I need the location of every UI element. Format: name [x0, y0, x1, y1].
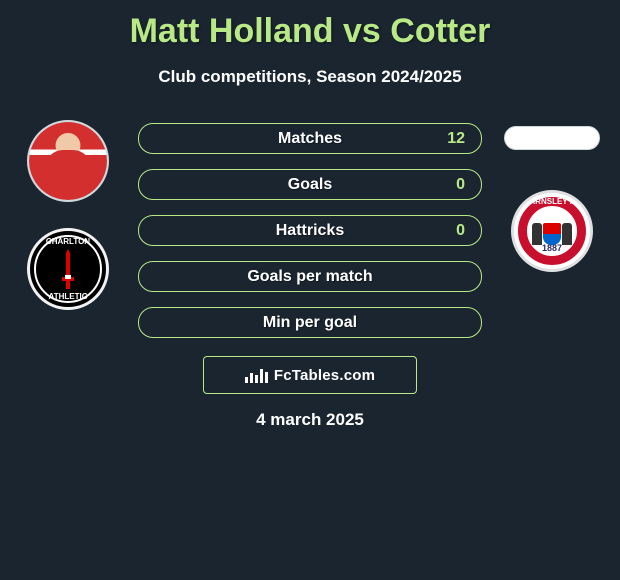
stat-label: Goals — [288, 176, 332, 194]
player-left-club-badge: CHARLTON ATHLETIC — [27, 228, 109, 310]
stat-row-min-per-goal: Min per goal — [138, 307, 482, 338]
stat-row-goals: Goals 0 — [138, 169, 482, 200]
player-right-photo — [504, 126, 600, 150]
player-left-photo — [27, 120, 109, 202]
brand-text: FcTables.com — [274, 367, 375, 384]
sword-icon — [56, 247, 80, 291]
stat-label: Hattricks — [276, 222, 344, 240]
stat-label: Min per goal — [263, 314, 357, 332]
stat-right-value: 12 — [447, 130, 465, 148]
stats-list: Matches 12 Goals 0 Hattricks 0 Goals per… — [138, 123, 482, 338]
stat-label: Matches — [278, 130, 342, 148]
player-left-photo-placeholder — [29, 122, 107, 200]
barnsley-crest-icon — [532, 215, 572, 245]
right-player-column: BARNSLEY FC 1887 — [492, 120, 612, 272]
brand-box[interactable]: FcTables.com — [203, 356, 417, 394]
page-title: Matt Holland vs Cotter — [0, 0, 620, 51]
subtitle: Club competitions, Season 2024/2025 — [0, 67, 620, 87]
stat-right-value: 0 — [456, 176, 465, 194]
stat-row-matches: Matches 12 — [138, 123, 482, 154]
stat-label: Goals per match — [247, 268, 372, 286]
stat-row-goals-per-match: Goals per match — [138, 261, 482, 292]
player-right-club-badge: BARNSLEY FC 1887 — [511, 190, 593, 272]
date-text: 4 march 2025 — [0, 410, 620, 430]
charlton-badge-text-bottom: ATHLETIC — [49, 292, 88, 301]
stat-row-hattricks: Hattricks 0 — [138, 215, 482, 246]
bar-chart-icon — [245, 367, 268, 383]
charlton-badge-text-top: CHARLTON — [46, 237, 90, 246]
barnsley-badge-year: 1887 — [542, 243, 562, 253]
left-player-column: CHARLTON ATHLETIC — [8, 120, 128, 310]
stat-right-value: 0 — [456, 222, 465, 240]
barnsley-badge-text-top: BARNSLEY FC — [524, 197, 581, 206]
